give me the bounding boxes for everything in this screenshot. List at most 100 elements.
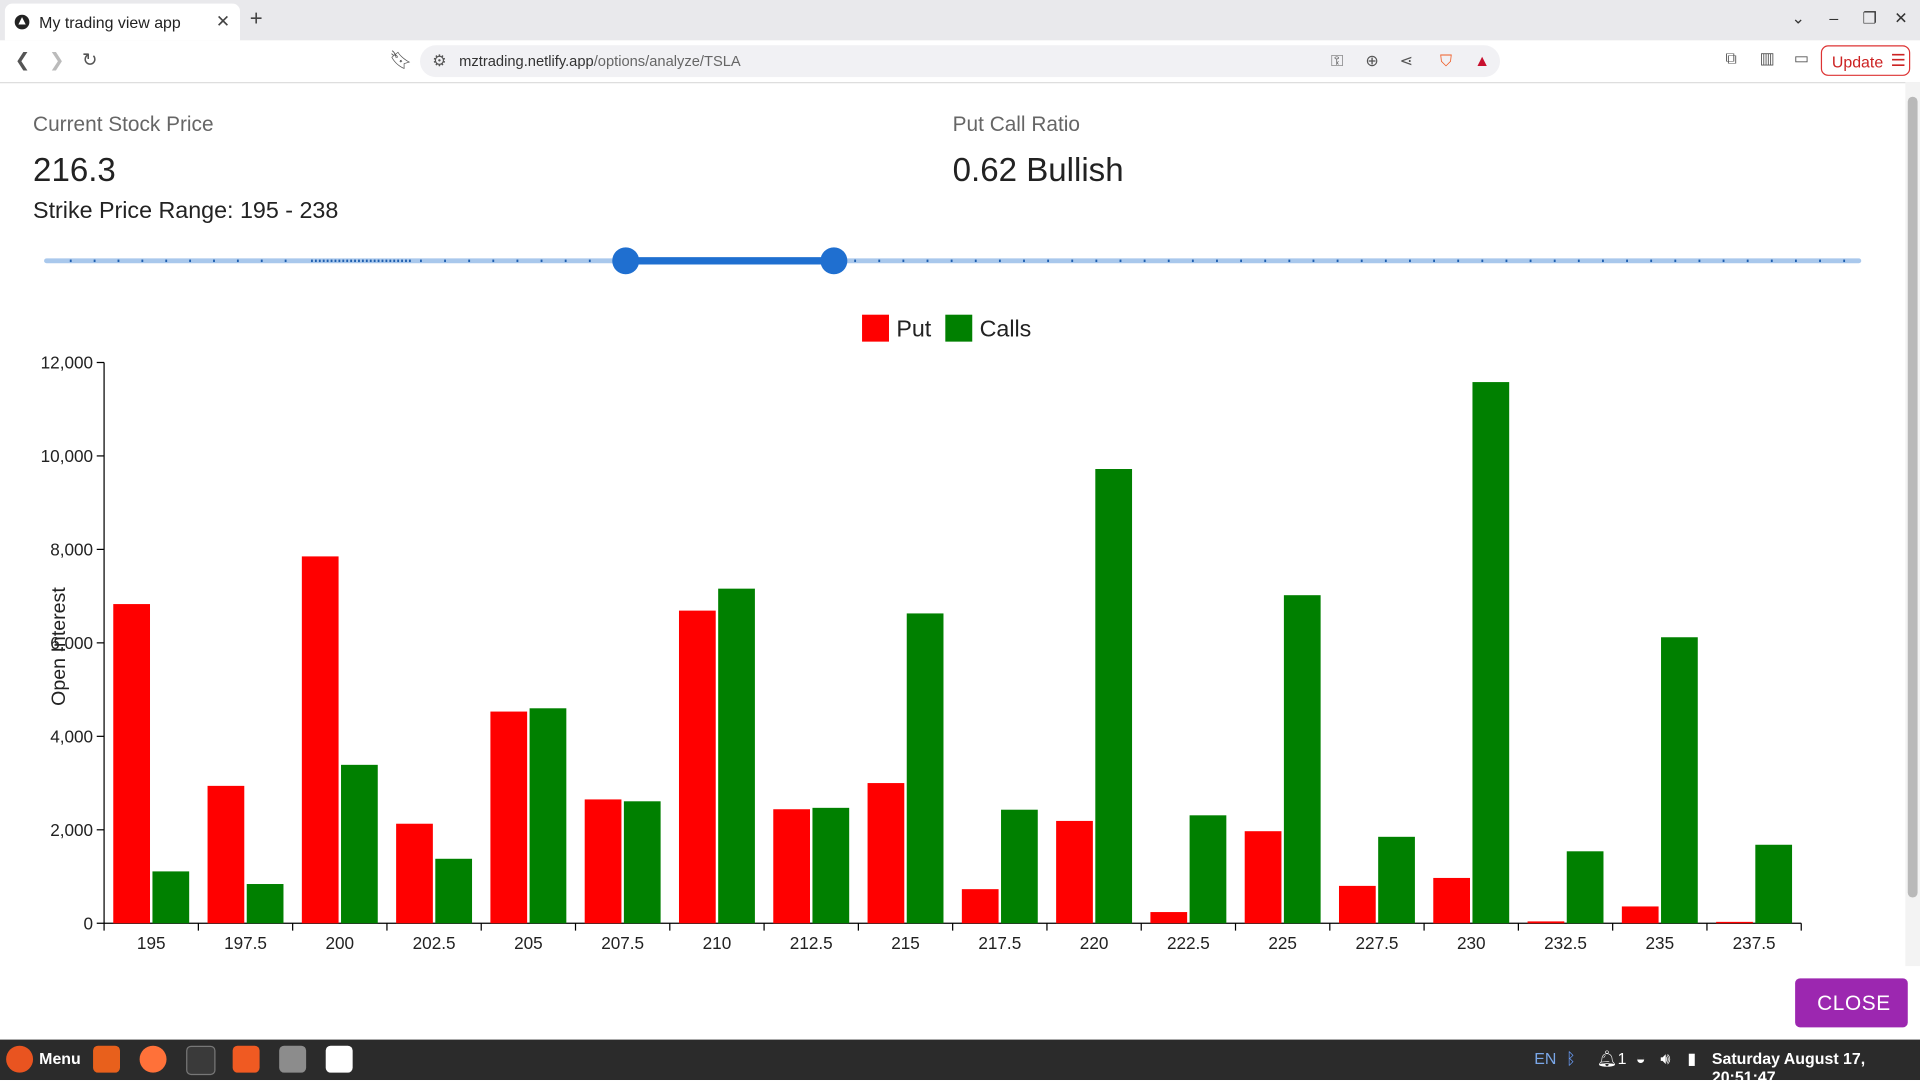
put-bar — [1244, 831, 1282, 924]
slider-mark — [468, 259, 471, 263]
put-bar — [1338, 885, 1376, 924]
slider-mark — [1191, 259, 1194, 263]
put-bar — [301, 556, 339, 924]
scrollbar-thumb[interactable] — [1907, 96, 1918, 898]
notification-icon[interactable]: 🔔︎ — [1596, 1049, 1617, 1068]
tab-list-chevron-icon[interactable]: ⌄ — [1791, 8, 1805, 27]
text-editor-icon[interactable] — [325, 1045, 353, 1073]
bookmark-icon[interactable]: 🔖︎ — [389, 50, 413, 72]
put-bar — [961, 889, 999, 924]
slider-mark — [93, 259, 96, 263]
wifi-icon[interactable]: ◒ — [1635, 1049, 1646, 1068]
address-bar[interactable]: ⚙︎ mztrading.netlify.app/options/analyze… — [420, 45, 1501, 78]
terminal-icon[interactable] — [186, 1045, 216, 1076]
close-tab-icon[interactable]: ✕ — [215, 11, 231, 31]
firefox-icon[interactable] — [139, 1045, 167, 1073]
x-tick-label: 210 — [703, 933, 732, 953]
slider-mark — [1602, 259, 1604, 263]
slider-mark — [314, 259, 317, 263]
slider-mark — [1819, 259, 1821, 263]
slider-mark — [369, 259, 372, 263]
slider-mark — [1216, 259, 1218, 263]
x-tick-label: 195 — [137, 933, 166, 953]
slider-mark — [381, 259, 384, 263]
slider-high-thumb[interactable] — [820, 247, 848, 275]
slider-low-thumb[interactable] — [612, 247, 640, 275]
extensions-icon[interactable]: ⧉ — [1725, 48, 1737, 68]
put-call-ratio-value: 0.62 Bullish — [952, 151, 1124, 189]
put-swatch — [862, 314, 889, 342]
strike-range-slider[interactable] — [44, 258, 1862, 264]
slider-mark — [1553, 259, 1556, 263]
strike-range-text: Strike Price Range: 195 - 238 — [33, 198, 339, 225]
put-bar — [490, 711, 528, 924]
url-text: mztrading.netlify.app/options/analyze/TS… — [459, 52, 741, 70]
sidebar-icon[interactable]: ▥ — [1759, 48, 1775, 68]
clock: Saturday August 17, 20:51:47 — [1711, 1049, 1866, 1086]
x-tick-label: 235 — [1646, 933, 1675, 953]
volume-icon[interactable]: 🔊︎ — [1660, 1049, 1671, 1068]
slider-mark — [1360, 259, 1363, 263]
slider-mark — [318, 259, 321, 263]
slider-mark — [1770, 259, 1773, 263]
put-bar — [207, 785, 245, 924]
file-manager-icon[interactable] — [279, 1045, 307, 1073]
brave-browser-icon[interactable] — [232, 1045, 260, 1073]
bluetooth-icon[interactable]: ᛒ — [1566, 1049, 1576, 1068]
slider-mark — [361, 259, 364, 263]
slider-mark — [334, 259, 337, 263]
slider-mark — [1577, 259, 1580, 263]
slider-mark — [516, 259, 519, 263]
slider-mark — [401, 259, 403, 263]
forward-icon[interactable]: ❯ — [48, 50, 65, 72]
keyboard-layout[interactable]: EN — [1534, 1049, 1557, 1068]
slider-mark — [564, 259, 567, 263]
ubuntu-logo-icon[interactable] — [6, 1045, 34, 1073]
y-tick-label: 10,000 — [41, 446, 93, 466]
slider-mark — [1336, 259, 1339, 263]
slider-mark — [322, 259, 325, 263]
close-window-icon[interactable]: ✕ — [1894, 8, 1908, 27]
stock-price-label: Current Stock Price — [33, 112, 214, 136]
minimize-icon[interactable]: – — [1829, 8, 1839, 27]
battery-icon[interactable]: ▮ — [1687, 1049, 1697, 1068]
brave-rewards-icon[interactable]: ▲ — [1474, 51, 1491, 70]
calls-bar — [1755, 844, 1793, 924]
calls-bar — [529, 708, 567, 924]
put-bar — [773, 809, 811, 924]
slider-marks — [69, 259, 1846, 263]
browser-tab[interactable]: My trading view app ✕ — [4, 3, 241, 41]
update-button[interactable]: Update ☰ — [1820, 45, 1911, 76]
slider-mark — [326, 259, 329, 263]
open-interest-chart: 0 2,000 4,000 6,000 8,000 10,000 12,000 Open In… — [41, 353, 1802, 953]
put-bar — [1056, 820, 1093, 924]
slider-mark — [377, 259, 380, 263]
calls-bar — [812, 807, 850, 924]
page-scrollbar[interactable] — [1905, 82, 1920, 967]
brave-shield-icon[interactable]: ⛉ — [1440, 51, 1452, 70]
slider-mark — [385, 259, 388, 263]
slider-mark — [236, 259, 239, 263]
new-tab-icon[interactable]: + — [249, 6, 263, 31]
files-app-icon[interactable] — [93, 1045, 121, 1073]
zoom-icon[interactable]: ⊕ — [1365, 51, 1379, 70]
close-button[interactable]: CLOSE — [1795, 978, 1908, 1028]
slider-mark — [397, 259, 400, 263]
put-bar — [867, 783, 905, 924]
slider-mark — [974, 259, 977, 263]
start-menu-label[interactable]: Menu — [39, 1049, 81, 1068]
put-bar — [1716, 921, 1753, 924]
share-icon[interactable]: ⋖ — [1399, 51, 1413, 70]
slider-mark — [213, 259, 215, 263]
slider-mark — [902, 259, 905, 263]
restore-icon[interactable]: ❐ — [1862, 8, 1877, 27]
slider-mark — [1457, 259, 1460, 263]
reload-icon[interactable]: ↻ — [82, 50, 98, 72]
site-settings-icon[interactable]: ⚙︎ — [432, 51, 447, 70]
wallet-icon[interactable]: ▭ — [1793, 48, 1809, 68]
calls-bar — [718, 588, 755, 924]
key-icon[interactable]: ⚿ — [1331, 51, 1344, 70]
notification-count: 1 — [1617, 1049, 1627, 1068]
x-tick-label: 225 — [1268, 933, 1297, 953]
back-icon[interactable]: ❮ — [14, 50, 31, 72]
